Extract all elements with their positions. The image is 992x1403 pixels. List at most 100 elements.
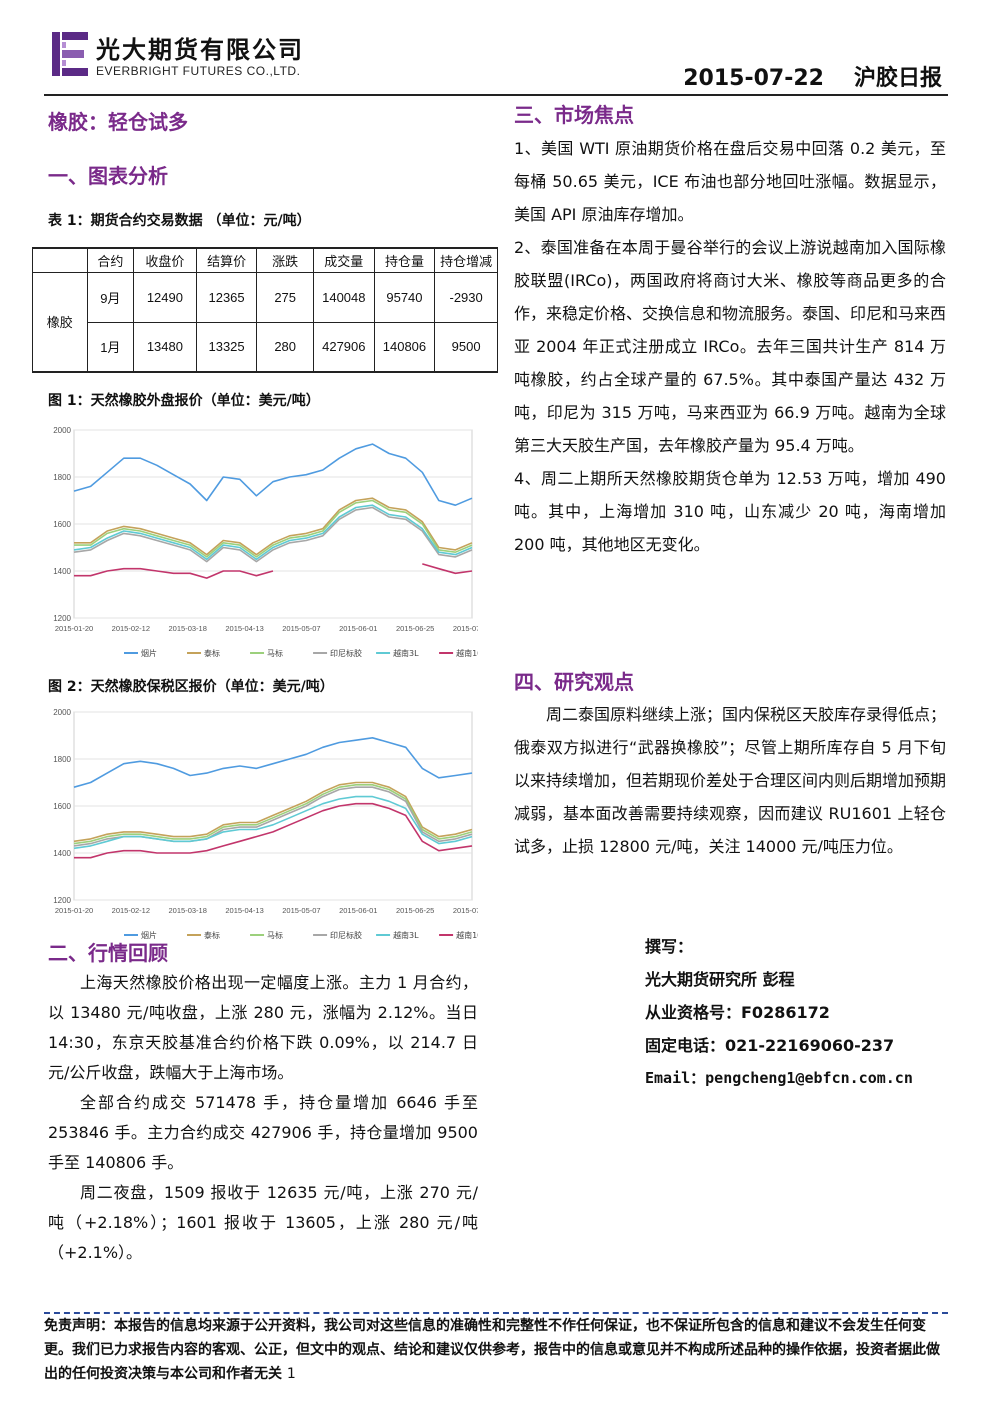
author-name: 光大期货研究所 彭程 (645, 970, 795, 989)
x-tick-label: 2015-07-20 (453, 906, 478, 915)
x-tick-label: 2015-07-20 (453, 624, 478, 633)
futures-table: 合约 收盘价 结算价 涨跌 成交量 持仓量 持仓增减 橡胶 9月 12490 1… (32, 247, 498, 373)
disclaimer: 免责声明：本报告的信息均来源于公开资料，我公司对这些信息的准确性和完整性不作任何… (44, 1314, 948, 1386)
table-cell: 13480 (133, 321, 197, 373)
legend-label: 越南3L (393, 930, 419, 940)
legend-label: 印尼标胶 (330, 648, 362, 658)
y-tick-label: 2000 (53, 426, 71, 435)
table-header-cell: 持仓量 (373, 247, 436, 273)
author-block: 撰写： 光大期货研究所 彭程 从业资格号：F0286172 固定电话：021-2… (645, 930, 945, 1095)
series-line (73, 737, 473, 788)
x-tick-label: 2015-01-20 (55, 906, 93, 915)
x-tick-label: 2015-06-25 (396, 624, 434, 633)
legend-label: 印尼标胶 (330, 930, 362, 940)
y-tick-label: 1200 (53, 896, 71, 905)
x-tick-label: 2015-03-18 (169, 906, 207, 915)
x-tick-label: 2015-01-20 (55, 624, 93, 633)
series-line (74, 497, 473, 556)
table-cell: 12365 (195, 271, 258, 323)
table-cell: 275 (256, 271, 314, 323)
author-phone: 固定电话：021-22169060-237 (645, 1036, 895, 1055)
legend-label: 越南3L (393, 648, 419, 658)
table-header-row: 合约 收盘价 结算价 涨跌 成交量 持仓量 持仓增减 (32, 247, 498, 273)
review-paragraph: 周二夜盘，1509 报收于 12635 元/吨，上涨 270 元/吨（+2.18… (48, 1183, 478, 1262)
table-cell: 140806 (373, 321, 436, 373)
y-tick-label: 1800 (53, 473, 71, 482)
company-name-cn: 光大期货有限公司 (96, 35, 304, 64)
x-tick-label: 2015-02-12 (112, 906, 150, 915)
table-cell: 95740 (373, 271, 436, 323)
series-line (73, 795, 473, 850)
section-market-review: 二、行情回顾 (48, 941, 168, 965)
legend-label: 马标 (267, 930, 283, 940)
author-label: 撰写： (645, 937, 694, 956)
section-market-focus: 三、市场焦点 (514, 103, 634, 127)
research-paragraph: 周二泰国原料继续上涨；国内保税区天胶库存录得低点；俄泰双方拟进行“武器换橡胶”；… (514, 705, 947, 856)
x-tick-label: 2015-06-01 (339, 906, 377, 915)
y-tick-label: 1200 (53, 614, 71, 623)
table-cell: 1月 (86, 321, 135, 373)
series-line (73, 781, 473, 843)
table-cell: 280 (256, 321, 314, 373)
x-tick-label: 2015-05-07 (282, 624, 320, 633)
company-logo-icon (52, 32, 88, 76)
table-cell: 140048 (312, 271, 375, 323)
legend-label: 马标 (267, 648, 283, 658)
report-name: 沪胶日报 (853, 66, 942, 91)
fig2-caption: 图 2：天然橡胶保税区报价（单位：美元/吨） (48, 679, 334, 695)
focus-item: 1、美国 WTI 原油期货价格在盘后交易中回落 0.2 美元，至每桶 50.65… (514, 139, 946, 224)
table1-caption: 表 1：期货合约交易数据 （单位：元/吨） (48, 213, 311, 229)
x-tick-label: 2015-04-13 (225, 624, 263, 633)
x-tick-label: 2015-06-01 (339, 624, 377, 633)
table-cell: 13325 (195, 321, 258, 373)
focus-item: 2、泰国准备在本周于曼谷举行的会议上游说越南加入国际橡胶联盟(IRCo)，两国政… (514, 238, 947, 455)
report-date: 2015-07-22 (683, 66, 824, 91)
section-research-view: 四、研究观点 (514, 670, 634, 694)
report-header: 2015-07-22 沪胶日报 (683, 60, 942, 92)
disclaimer-text: 免责声明：本报告的信息均来源于公开资料，我公司对这些信息的准确性和完整性不作任何… (44, 1318, 940, 1382)
series-line (73, 506, 473, 563)
y-tick-label: 2000 (53, 708, 71, 717)
company-name-en: EVERBRIGHT FUTURES CO.,LTD. (96, 64, 301, 78)
table-header-cell: 收盘价 (133, 247, 197, 273)
series-line (74, 563, 473, 579)
legend-label: 烟片 (141, 648, 157, 658)
table-cell: 9月 (86, 271, 135, 323)
legend-label: 泰标 (204, 930, 220, 940)
fig1-caption: 图 1：天然橡胶外盘报价（单位：美元/吨） (48, 393, 320, 409)
x-tick-label: 2015-03-18 (169, 624, 207, 633)
research-view-body: 周二泰国原料继续上涨；国内保税区天胶库存录得低点；俄泰双方拟进行“武器换橡胶”；… (514, 698, 946, 863)
y-tick-label: 1400 (53, 849, 71, 858)
table-header-cell (32, 247, 88, 273)
y-tick-label: 1400 (53, 567, 71, 576)
x-tick-label: 2015-06-25 (396, 906, 434, 915)
header-divider (44, 94, 948, 96)
table-header-cell: 合约 (86, 247, 135, 273)
table-header-cell: 持仓增减 (434, 247, 498, 273)
report-title: 橡胶：轻仓试多 (48, 110, 188, 134)
legend-label: 越南10号 (456, 930, 478, 940)
series-line (74, 802, 473, 859)
legend-label: 越南10号 (456, 648, 478, 658)
table-cell: 9500 (434, 321, 498, 373)
table-header-cell: 涨跌 (256, 247, 314, 273)
author-email: Email：pengcheng1@ebfcn.com.cn (645, 1069, 913, 1087)
table-cell: 427906 (312, 321, 375, 373)
author-license: 从业资格号：F0286172 (645, 1003, 830, 1022)
table-cell: 12490 (133, 271, 197, 323)
focus-item: 4、周二上期所天然橡胶期货仓单为 12.53 万吨，增加 490 吨。其中，上海… (514, 469, 946, 554)
footer: 免责声明：本报告的信息均来源于公开资料，我公司对这些信息的准确性和完整性不作任何… (44, 1312, 948, 1386)
y-tick-label: 1800 (53, 755, 71, 764)
legend-label: 烟片 (141, 930, 157, 940)
series-line (73, 443, 473, 506)
series-line (73, 784, 473, 845)
legend-label: 泰标 (204, 648, 220, 658)
x-tick-label: 2015-02-12 (112, 624, 150, 633)
y-tick-label: 1600 (53, 520, 71, 529)
table-cell: -2930 (434, 271, 498, 323)
table-row: 橡胶 9月 12490 12365 275 140048 95740 -2930 (32, 271, 498, 373)
market-focus-body: 1、美国 WTI 原油期货价格在盘后交易中回落 0.2 美元，至每桶 50.65… (514, 132, 946, 561)
review-paragraph: 全部合约成交 571478 手，持仓量增加 6646 手至 253846 手。主… (48, 1093, 478, 1172)
